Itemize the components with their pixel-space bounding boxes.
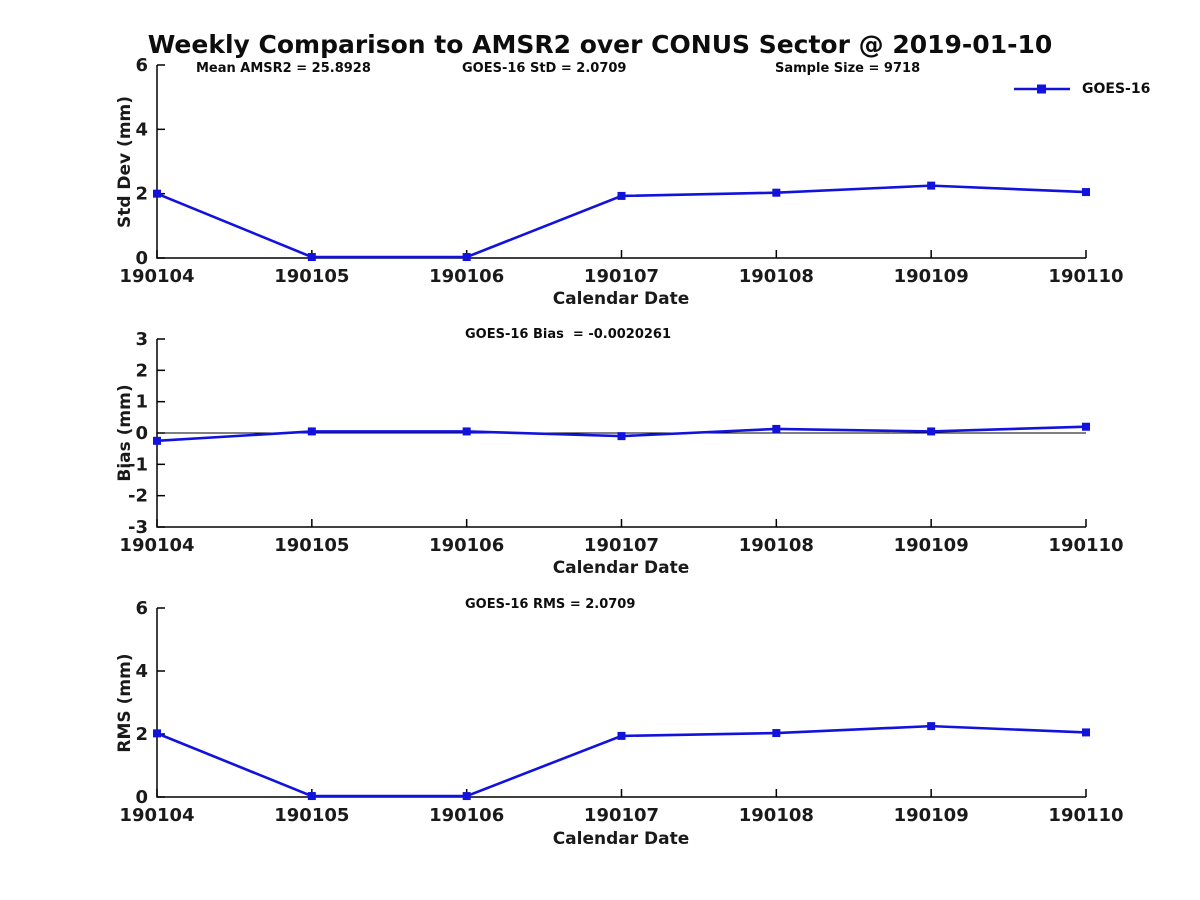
- legend-line-icon: [1014, 84, 1070, 94]
- y-tick-label: 2: [135, 724, 148, 745]
- x-tick-label: 190104: [119, 535, 194, 556]
- x-tick-label: 190104: [119, 805, 194, 826]
- x-tick-label: 190110: [1048, 805, 1123, 826]
- legend-label: GOES-16: [1082, 81, 1151, 97]
- data-point: [1082, 188, 1090, 197]
- x-tick-label: 190105: [274, 805, 349, 826]
- y-tick-label: 3: [135, 329, 148, 350]
- y-tick-label: 0: [135, 248, 148, 269]
- data-point: [617, 191, 626, 200]
- y-tick-label: -1: [128, 454, 148, 475]
- x-tick-label: 190106: [429, 805, 504, 826]
- data-point: [772, 729, 781, 738]
- x-tick-label: 190108: [739, 266, 814, 287]
- x-tick-label: 190110: [1048, 535, 1123, 556]
- y-tick-label: 2: [135, 184, 148, 205]
- legend: GOES-16: [1012, 81, 1150, 97]
- data-point: [927, 427, 936, 436]
- x-tick-label: 190109: [894, 535, 969, 556]
- subplot-std-dev: 0 2 4 6 190104 190105 190106 190107 190108 190109…: [119, 55, 1123, 287]
- annotation-mean-amsr2: Mean AMSR2 = 25.8928: [196, 61, 371, 76]
- legend-marker: [1037, 84, 1046, 94]
- y-tick-label: 4: [135, 661, 148, 682]
- axes: [156, 608, 1086, 798]
- data-point: [772, 424, 781, 433]
- annotation-goes16-std: GOES-16 StD = 2.0709: [462, 61, 627, 76]
- data-point: [772, 188, 781, 197]
- data-point: [307, 253, 316, 262]
- subplot-bias: -3 -2 -1 0 1 2 3 190104 190105 190106 190107 190108…: [119, 329, 1123, 556]
- y-axis-label-rms: RMS (mm): [115, 653, 135, 753]
- data-point: [617, 731, 626, 740]
- y-axis-label-std-dev: Std Dev (mm): [115, 95, 135, 229]
- data-point: [307, 427, 316, 436]
- y-tick-label: 0: [135, 787, 148, 808]
- x-tick-label: 190107: [584, 266, 659, 287]
- subplot-rms: 0 2 4 6 190104 190105 190106 190107 190108 190109…: [119, 598, 1123, 826]
- x-tick-label: 190106: [429, 535, 504, 556]
- data-point: [153, 729, 161, 738]
- data-point: [617, 432, 626, 441]
- x-tick-label: 190108: [739, 535, 814, 556]
- y-axis-label-bias: Bias (mm): [115, 384, 135, 482]
- y-tick-label: -2: [128, 486, 148, 507]
- axes: [156, 65, 1086, 259]
- annotation-sample-size: Sample Size = 9718: [775, 61, 921, 76]
- data-point: [927, 181, 936, 190]
- x-tick-label: 190107: [584, 535, 659, 556]
- y-tick-label: 6: [135, 55, 148, 76]
- x-tick-label: 190109: [894, 266, 969, 287]
- y-tick-label: 1: [135, 392, 148, 413]
- figure-title: Weekly Comparison to AMSR2 over CONUS Se…: [147, 30, 1053, 59]
- x-axis-label-1: Calendar Date: [552, 289, 690, 309]
- x-axis-label-3: Calendar Date: [552, 829, 690, 849]
- annotation-goes16-rms: GOES-16 RMS = 2.0709: [465, 597, 636, 612]
- y-tick-label: 2: [135, 360, 148, 381]
- x-tick-label: 190105: [274, 535, 349, 556]
- y-tick-label: 4: [135, 119, 148, 140]
- x-tick-label: 190106: [429, 266, 504, 287]
- data-point: [153, 189, 161, 198]
- x-tick-label: 190104: [119, 266, 194, 287]
- data-point: [1082, 422, 1090, 431]
- y-tick-label: 6: [135, 598, 148, 619]
- y-tick-label: 0: [135, 423, 148, 444]
- y-tick-label: -3: [128, 517, 148, 538]
- x-tick-label: 190108: [739, 805, 814, 826]
- x-tick-label: 190107: [584, 805, 659, 826]
- x-tick-label: 190109: [894, 805, 969, 826]
- data-point: [153, 436, 161, 445]
- data-point: [462, 253, 471, 262]
- annotation-goes16-bias: GOES-16 Bias = -0.0020261: [465, 327, 672, 342]
- data-point: [307, 792, 316, 801]
- data-point: [462, 427, 471, 436]
- data-point: [927, 722, 936, 731]
- x-tick-label: 190105: [274, 266, 349, 287]
- x-tick-label: 190110: [1048, 266, 1123, 287]
- x-axis-label-2: Calendar Date: [552, 558, 690, 578]
- data-point: [1082, 728, 1090, 737]
- data-point: [462, 792, 471, 801]
